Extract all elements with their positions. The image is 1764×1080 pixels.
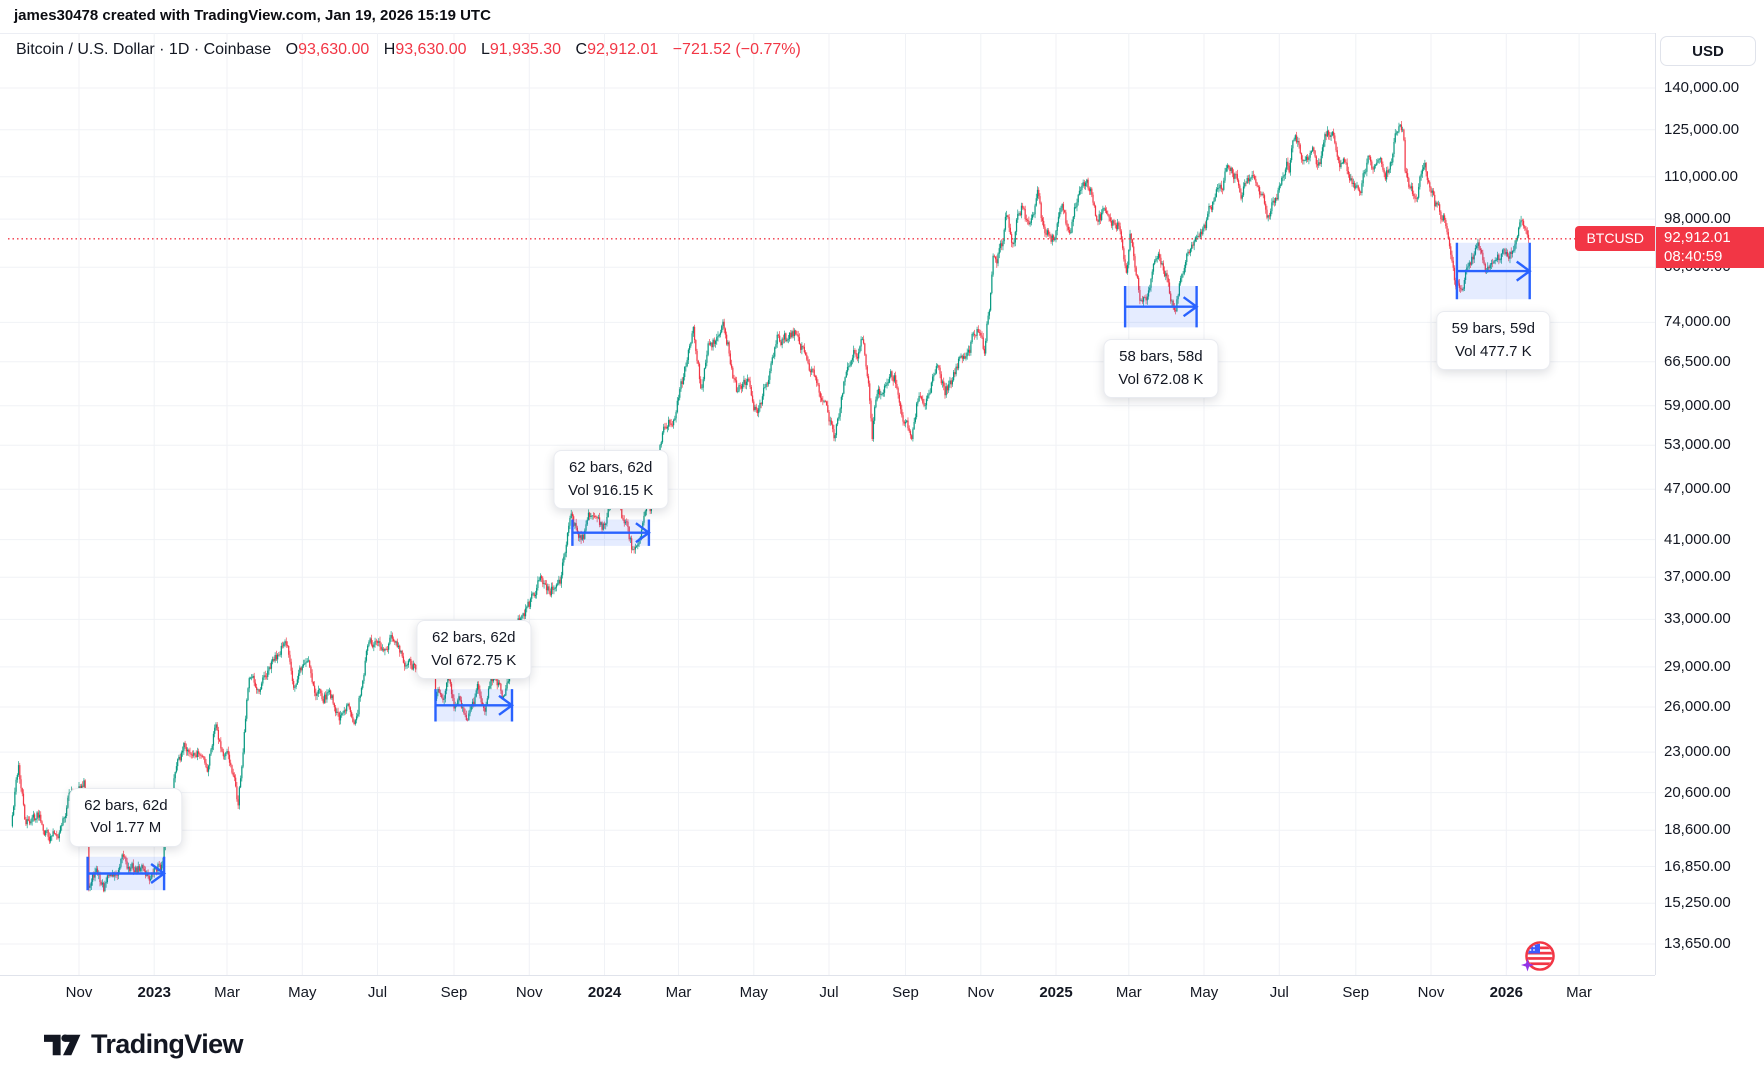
time-tick-label: 2025 (1039, 984, 1073, 1001)
ohlc-high-label: H (383, 41, 396, 58)
measure-drawing[interactable] (1455, 242, 1532, 300)
time-tick-label: Nov (1417, 984, 1445, 1001)
price-tick-label: 47,000.00 (1664, 480, 1731, 498)
price-tick-label: 20,600.00 (1664, 783, 1731, 801)
ohlc-low-value: 91,935.30 (489, 41, 562, 58)
price-tick-label: 23,000.00 (1664, 743, 1731, 761)
time-tick-label: 2024 (587, 984, 622, 1001)
candles-down-wicks (19, 121, 1529, 893)
price-tick-label: 110,000.00 (1664, 167, 1738, 185)
last-price-badge: 92,912.01 08:40:59 (1656, 226, 1764, 268)
price-tick-label: 15,250.00 (1664, 894, 1731, 912)
candles-up-bodies (11, 124, 1522, 892)
time-tick-label: May (739, 984, 768, 1001)
measure-tooltip: 62 bars, 62d Vol 916.15 K (553, 450, 669, 510)
price-tick-label: 37,000.00 (1664, 568, 1731, 586)
measure-tooltip: 59 bars, 59d Vol 477.7 K (1436, 311, 1551, 371)
time-tick-label: Mar (1566, 984, 1592, 1001)
time-tick-label: Mar (214, 984, 240, 1001)
ohlc-open-label: O (285, 41, 299, 58)
time-tick-label: 2026 (1489, 984, 1523, 1001)
price-tick-label: 125,000.00 (1664, 120, 1740, 138)
ohlc-open-value: 93,630.00 (298, 41, 370, 58)
time-tick-label: Nov (515, 984, 543, 1001)
symbol-legend[interactable]: Bitcoin / U.S. Dollar · 1D · Coinbase O9… (16, 41, 801, 59)
time-tick-label: Mar (1115, 984, 1142, 1001)
price-tick-label: 26,000.00 (1664, 698, 1731, 716)
bar-countdown: 08:40:59 (1664, 247, 1723, 265)
time-tick-label: Sep (892, 984, 919, 1001)
time-tick-label: May (288, 984, 317, 1001)
measure-tooltip: 62 bars, 62d Vol 672.75 K (416, 620, 532, 680)
economic-event-us-flag-icon[interactable] (1520, 936, 1560, 976)
measure-bars-text: 59 bars, 59d (1451, 320, 1536, 338)
time-tick-label: Nov (65, 984, 93, 1001)
measure-volume-text: Vol 477.7 K (1454, 342, 1532, 360)
price-tick-label: 74,000.00 (1664, 313, 1731, 331)
ohlc-close-label: C (575, 41, 588, 58)
measure-bars-text: 62 bars, 62d (84, 796, 168, 814)
price-tick-label: 18,600.00 (1664, 821, 1731, 839)
time-axis[interactable]: Nov 2023 Mar May Jul Sep Nov 2024 Mar May Jul Sep No… (0, 975, 1655, 1010)
measure-tooltip: 58 bars, 58d Vol 672.08 K (1103, 339, 1219, 399)
price-tick-label: 53,000.00 (1664, 436, 1731, 454)
tradingview-logo[interactable]: TradingView (44, 1029, 244, 1060)
header-divider (0, 33, 1764, 34)
price-tick-label: 29,000.00 (1664, 657, 1731, 675)
ohlc-close-value: 92,912.01 (587, 41, 659, 58)
currency-usd-button[interactable]: USD (1660, 36, 1756, 66)
measure-volume-text: Vol 1.77 M (90, 819, 162, 837)
tradingview-logo-icon (44, 1033, 81, 1055)
change-value: −721.52 (−0.77%) (672, 41, 801, 58)
measure-drawing[interactable] (86, 856, 167, 891)
measure-volume-text: Vol 916.15 K (568, 481, 654, 499)
ohlc-high-value: 93,630.00 (395, 41, 467, 58)
price-tick-label: 98,000.00 (1664, 210, 1731, 228)
sparkle-icon (1521, 958, 1534, 972)
tradingview-logo-text: TradingView (91, 1029, 244, 1059)
time-tick-label: Nov (967, 984, 995, 1001)
measure-volume-text: Vol 672.75 K (431, 651, 517, 669)
time-tick-label: 2023 (137, 984, 171, 1001)
symbol-title[interactable]: Bitcoin / U.S. Dollar · 1D · Coinbase (16, 41, 272, 58)
measure-bars-text: 58 bars, 58d (1119, 348, 1203, 366)
attribution-text: james30478 created with TradingView.com,… (14, 7, 491, 24)
measure-bars-text: 62 bars, 62d (568, 459, 653, 477)
time-tick-label: Sep (440, 984, 468, 1001)
measure-drawing[interactable] (434, 689, 515, 722)
time-tick-label: Mar (665, 984, 692, 1001)
candles-down-bodies (19, 124, 1530, 892)
measure-tooltip: 62 bars, 62d Vol 1.77 M (69, 787, 183, 847)
measure-drawing[interactable] (571, 519, 651, 546)
time-tick-label: Sep (1342, 984, 1370, 1001)
price-tick-label: 59,000.00 (1664, 396, 1731, 414)
price-tick-label: 41,000.00 (1664, 530, 1731, 548)
price-tick-label: 140,000.00 (1664, 79, 1740, 96)
time-tick-label: Jul (367, 984, 388, 1001)
measure-drawing[interactable] (1123, 286, 1199, 328)
time-tick-label: May (1189, 984, 1219, 1001)
grid-lines (0, 33, 1655, 975)
price-axis[interactable]: USD 140,000.00 125,000.00 110,000.00 98,000… (1655, 33, 1764, 975)
price-tick-label: 16,850.00 (1664, 857, 1731, 875)
price-line-symbol-badge: BTCUSD (1575, 226, 1655, 252)
chart-pane[interactable] (0, 0, 1655, 975)
price-tick-label: 33,000.00 (1664, 610, 1731, 628)
measure-volume-text: Vol 672.08 K (1118, 370, 1204, 388)
measure-bars-text: 62 bars, 62d (432, 629, 516, 647)
price-tick-label: 66,500.00 (1664, 352, 1731, 370)
time-tick-label: Jul (1269, 984, 1289, 1001)
ohlc-low-label: L (480, 41, 490, 58)
last-price-value: 92,912.01 (1664, 228, 1731, 246)
price-tick-label: 13,650.00 (1664, 934, 1731, 952)
time-tick-label: Jul (819, 984, 839, 1001)
